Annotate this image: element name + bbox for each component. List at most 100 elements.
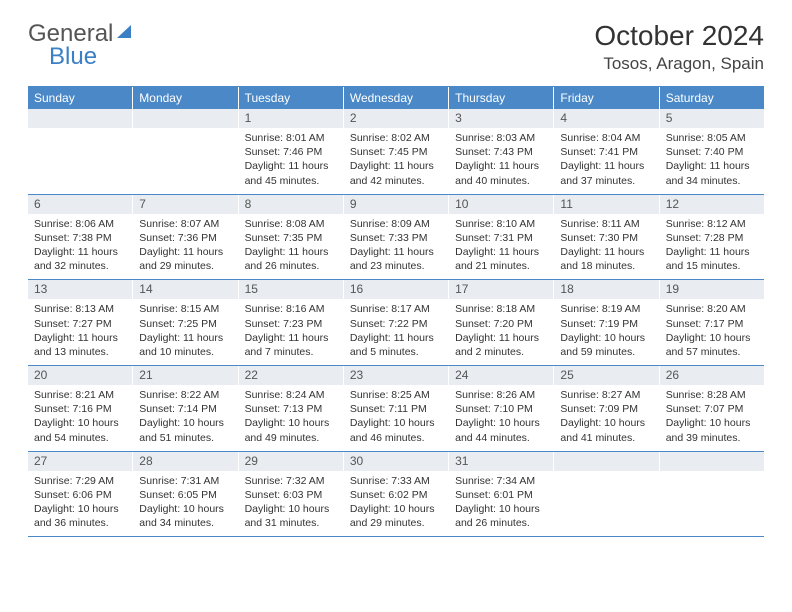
day-cell: 21Sunrise: 8:22 AMSunset: 7:14 PMDayligh… xyxy=(133,366,238,451)
day-number: 14 xyxy=(133,280,237,299)
day-body: Sunrise: 8:02 AMSunset: 7:45 PMDaylight:… xyxy=(344,128,448,194)
day-info-line: Daylight: 10 hours and 54 minutes. xyxy=(34,416,126,444)
day-info-line: Sunrise: 8:20 AM xyxy=(666,302,758,316)
day-info-line: Sunset: 7:09 PM xyxy=(560,402,652,416)
day-info-line: Daylight: 11 hours and 40 minutes. xyxy=(455,159,547,187)
day-number: 8 xyxy=(239,195,343,214)
day-cell: 5Sunrise: 8:05 AMSunset: 7:40 PMDaylight… xyxy=(660,109,764,194)
day-cell: 1Sunrise: 8:01 AMSunset: 7:46 PMDaylight… xyxy=(239,109,344,194)
day-cell: 6Sunrise: 8:06 AMSunset: 7:38 PMDaylight… xyxy=(28,195,133,280)
day-cell: 7Sunrise: 8:07 AMSunset: 7:36 PMDaylight… xyxy=(133,195,238,280)
day-info-line: Daylight: 10 hours and 51 minutes. xyxy=(139,416,231,444)
day-cell: 17Sunrise: 8:18 AMSunset: 7:20 PMDayligh… xyxy=(449,280,554,365)
day-info-line: Daylight: 11 hours and 29 minutes. xyxy=(139,245,231,273)
day-body: Sunrise: 8:08 AMSunset: 7:35 PMDaylight:… xyxy=(239,214,343,280)
day-number: 4 xyxy=(554,109,658,128)
day-number: 5 xyxy=(660,109,764,128)
day-number xyxy=(554,452,658,471)
day-cell: 4Sunrise: 8:04 AMSunset: 7:41 PMDaylight… xyxy=(554,109,659,194)
day-info-line: Sunrise: 8:24 AM xyxy=(245,388,337,402)
day-info-line: Daylight: 11 hours and 34 minutes. xyxy=(666,159,758,187)
day-number: 16 xyxy=(344,280,448,299)
day-info-line: Sunset: 7:27 PM xyxy=(34,317,126,331)
day-info-line: Daylight: 11 hours and 37 minutes. xyxy=(560,159,652,187)
day-body: Sunrise: 8:13 AMSunset: 7:27 PMDaylight:… xyxy=(28,299,132,365)
day-number: 13 xyxy=(28,280,132,299)
week-row: 20Sunrise: 8:21 AMSunset: 7:16 PMDayligh… xyxy=(28,366,764,452)
day-body: Sunrise: 7:31 AMSunset: 6:05 PMDaylight:… xyxy=(133,471,237,537)
week-row: 6Sunrise: 8:06 AMSunset: 7:38 PMDaylight… xyxy=(28,195,764,281)
day-info-line: Sunrise: 7:32 AM xyxy=(245,474,337,488)
day-info-line: Daylight: 11 hours and 18 minutes. xyxy=(560,245,652,273)
day-cell: 29Sunrise: 7:32 AMSunset: 6:03 PMDayligh… xyxy=(239,452,344,537)
day-info-line: Sunset: 7:11 PM xyxy=(350,402,442,416)
day-number: 1 xyxy=(239,109,343,128)
day-info-line: Daylight: 11 hours and 7 minutes. xyxy=(245,331,337,359)
weeks-container: 1Sunrise: 8:01 AMSunset: 7:46 PMDaylight… xyxy=(28,109,764,537)
day-info-line: Sunset: 7:23 PM xyxy=(245,317,337,331)
day-cell: 22Sunrise: 8:24 AMSunset: 7:13 PMDayligh… xyxy=(239,366,344,451)
day-cell: 30Sunrise: 7:33 AMSunset: 6:02 PMDayligh… xyxy=(344,452,449,537)
week-row: 27Sunrise: 7:29 AMSunset: 6:06 PMDayligh… xyxy=(28,452,764,538)
day-info-line: Sunrise: 8:26 AM xyxy=(455,388,547,402)
day-cell xyxy=(660,452,764,537)
day-info-line: Sunset: 7:38 PM xyxy=(34,231,126,245)
day-number: 7 xyxy=(133,195,237,214)
day-info-line: Sunset: 7:43 PM xyxy=(455,145,547,159)
day-number: 19 xyxy=(660,280,764,299)
day-body: Sunrise: 8:03 AMSunset: 7:43 PMDaylight:… xyxy=(449,128,553,194)
day-cell: 16Sunrise: 8:17 AMSunset: 7:22 PMDayligh… xyxy=(344,280,449,365)
day-info-line: Daylight: 10 hours and 29 minutes. xyxy=(350,502,442,530)
day-info-line: Sunrise: 7:29 AM xyxy=(34,474,126,488)
week-row: 13Sunrise: 8:13 AMSunset: 7:27 PMDayligh… xyxy=(28,280,764,366)
day-number: 23 xyxy=(344,366,448,385)
day-body: Sunrise: 7:32 AMSunset: 6:03 PMDaylight:… xyxy=(239,471,343,537)
day-info-line: Sunset: 7:16 PM xyxy=(34,402,126,416)
weekday-header: Thursday xyxy=(449,87,554,109)
weekday-header: Friday xyxy=(554,87,659,109)
weekday-header: Saturday xyxy=(660,87,764,109)
day-info-line: Sunrise: 8:08 AM xyxy=(245,217,337,231)
day-body: Sunrise: 8:16 AMSunset: 7:23 PMDaylight:… xyxy=(239,299,343,365)
day-cell: 2Sunrise: 8:02 AMSunset: 7:45 PMDaylight… xyxy=(344,109,449,194)
day-info-line: Sunset: 7:19 PM xyxy=(560,317,652,331)
day-info-line: Sunset: 6:01 PM xyxy=(455,488,547,502)
day-info-line: Daylight: 10 hours and 46 minutes. xyxy=(350,416,442,444)
day-info-line: Sunset: 7:33 PM xyxy=(350,231,442,245)
day-body: Sunrise: 7:33 AMSunset: 6:02 PMDaylight:… xyxy=(344,471,448,537)
day-info-line: Sunset: 7:10 PM xyxy=(455,402,547,416)
day-body: Sunrise: 8:10 AMSunset: 7:31 PMDaylight:… xyxy=(449,214,553,280)
day-number: 11 xyxy=(554,195,658,214)
day-info-line: Sunset: 7:36 PM xyxy=(139,231,231,245)
day-info-line: Daylight: 11 hours and 23 minutes. xyxy=(350,245,442,273)
day-number: 31 xyxy=(449,452,553,471)
day-cell: 13Sunrise: 8:13 AMSunset: 7:27 PMDayligh… xyxy=(28,280,133,365)
day-number: 30 xyxy=(344,452,448,471)
day-info-line: Daylight: 11 hours and 10 minutes. xyxy=(139,331,231,359)
weekday-header: Monday xyxy=(133,87,238,109)
day-info-line: Sunset: 6:05 PM xyxy=(139,488,231,502)
day-cell: 24Sunrise: 8:26 AMSunset: 7:10 PMDayligh… xyxy=(449,366,554,451)
day-body: Sunrise: 8:12 AMSunset: 7:28 PMDaylight:… xyxy=(660,214,764,280)
location-label: Tosos, Aragon, Spain xyxy=(594,54,764,74)
day-body: Sunrise: 8:26 AMSunset: 7:10 PMDaylight:… xyxy=(449,385,553,451)
day-info-line: Sunrise: 8:27 AM xyxy=(560,388,652,402)
day-info-line: Sunset: 7:17 PM xyxy=(666,317,758,331)
day-info-line: Sunrise: 8:12 AM xyxy=(666,217,758,231)
day-info-line: Daylight: 10 hours and 34 minutes. xyxy=(139,502,231,530)
day-number: 18 xyxy=(554,280,658,299)
day-info-line: Sunset: 7:35 PM xyxy=(245,231,337,245)
day-info-line: Daylight: 10 hours and 26 minutes. xyxy=(455,502,547,530)
calendar-grid: SundayMondayTuesdayWednesdayThursdayFrid… xyxy=(28,86,764,537)
day-info-line: Daylight: 11 hours and 13 minutes. xyxy=(34,331,126,359)
day-body: Sunrise: 8:06 AMSunset: 7:38 PMDaylight:… xyxy=(28,214,132,280)
day-body: Sunrise: 8:15 AMSunset: 7:25 PMDaylight:… xyxy=(133,299,237,365)
day-info-line: Daylight: 11 hours and 26 minutes. xyxy=(245,245,337,273)
day-info-line: Sunset: 7:46 PM xyxy=(245,145,337,159)
day-info-line: Daylight: 10 hours and 36 minutes. xyxy=(34,502,126,530)
day-info-line: Sunrise: 8:25 AM xyxy=(350,388,442,402)
day-body: Sunrise: 8:20 AMSunset: 7:17 PMDaylight:… xyxy=(660,299,764,365)
day-body xyxy=(554,471,658,480)
month-title: October 2024 xyxy=(594,20,764,52)
day-info-line: Sunrise: 8:17 AM xyxy=(350,302,442,316)
